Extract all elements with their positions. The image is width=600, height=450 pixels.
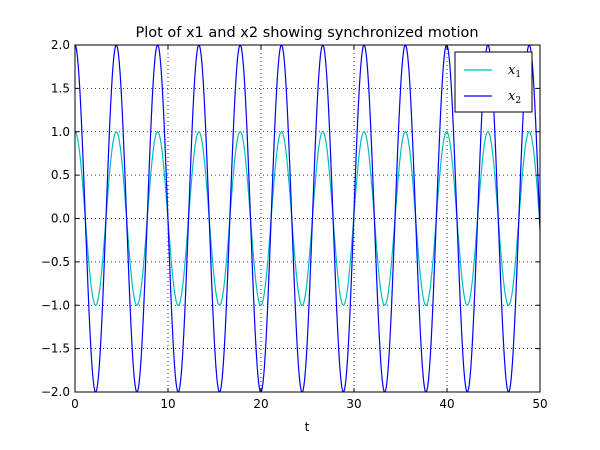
y-tick-label: 0.0 — [51, 212, 70, 226]
grid — [75, 45, 540, 392]
x-tick-label: 0 — [71, 397, 79, 411]
y-tick-label: 1.0 — [51, 125, 70, 139]
y-tick-label: 2.0 — [51, 38, 70, 52]
y-tick-label: −1.5 — [41, 342, 70, 356]
x-tick-label: 20 — [253, 397, 268, 411]
axis-ticks: 0 10 20 30 40 50 2.0 1.5 1.0 0.5 0.0 −0.5 −1.0 −1.5 −2… — [41, 38, 548, 411]
chart-title: Plot of x1 and x2 showing synchronized m… — [135, 25, 478, 41]
x-axis-label: t — [305, 420, 310, 434]
y-tick-label: 0.5 — [51, 168, 70, 182]
y-tick-label: 1.5 — [51, 81, 70, 95]
series-layer — [75, 45, 540, 392]
y-tick-label: −0.5 — [41, 255, 70, 269]
x-tick-label: 50 — [532, 397, 547, 411]
y-tick-label: −2.0 — [41, 385, 70, 399]
series-line-x1 — [75, 131, 540, 306]
series-line-x2 — [75, 45, 540, 392]
x-tick-label: 40 — [439, 397, 454, 411]
y-tick-label: −1.0 — [41, 298, 70, 312]
x-tick-label: 10 — [160, 397, 175, 411]
legend-box — [454, 51, 533, 113]
x-tick-label: 30 — [346, 397, 361, 411]
